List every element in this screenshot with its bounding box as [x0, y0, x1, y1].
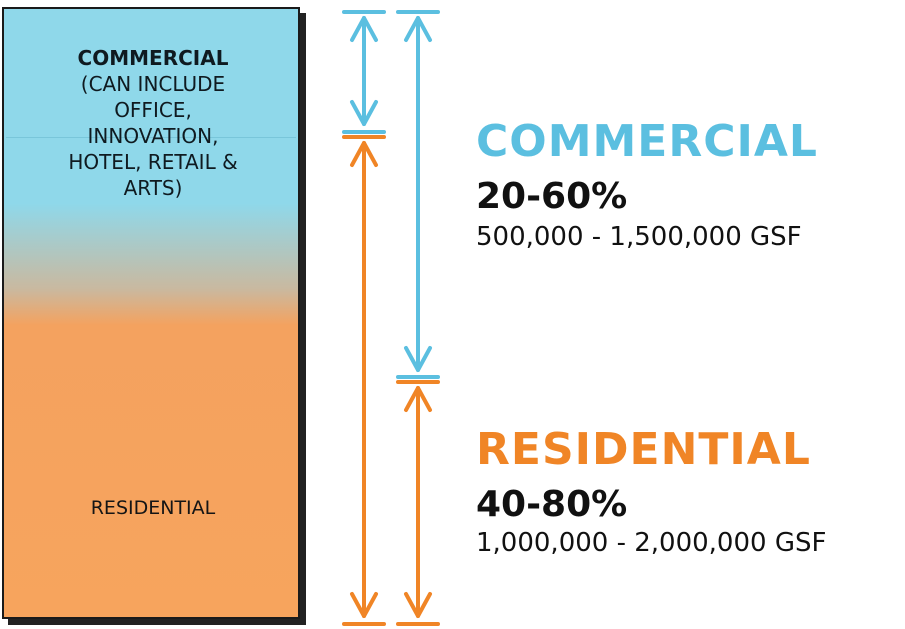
- commercial-gsf: 500,000 - 1,500,000 GSF: [476, 222, 802, 252]
- commercial-min-divider: [6, 137, 296, 138]
- commercial-max-range-arrow: [396, 10, 440, 372]
- commercial-percent: 20-60%: [476, 176, 628, 217]
- commercial-max-split-marker: [396, 375, 440, 384]
- commercial-block-line: ARTS): [123, 176, 183, 200]
- commercial-block-line: (CAN INCLUDE: [80, 72, 226, 96]
- commercial-block-label: COMMERCIAL (CAN INCLUDE OFFICE, INNOVATI…: [4, 45, 302, 201]
- commercial-min-range-arrow: [342, 10, 386, 126]
- program-stack-column: COMMERCIAL (CAN INCLUDE OFFICE, INNOVATI…: [2, 7, 300, 619]
- residential-block-label: RESIDENTIAL: [90, 497, 216, 519]
- commercial-block-line: HOTEL, RETAIL &: [68, 150, 238, 174]
- commercial-block-line: OFFICE,: [114, 98, 192, 122]
- residential-heading: RESIDENTIAL: [476, 424, 811, 475]
- residential-gsf: 1,000,000 - 2,000,000 GSF: [476, 528, 827, 558]
- residential-min-range-arrow: [396, 386, 440, 626]
- residential-max-range-arrow: [342, 141, 386, 626]
- commercial-block-title: COMMERCIAL: [77, 46, 229, 70]
- commercial-block-line: INNOVATION,: [87, 124, 219, 148]
- residential-percent: 40-80%: [476, 484, 628, 525]
- program-bar: COMMERCIAL (CAN INCLUDE OFFICE, INNOVATI…: [2, 7, 307, 625]
- commercial-heading: COMMERCIAL: [476, 116, 818, 167]
- commercial-min-split-marker: [342, 130, 386, 139]
